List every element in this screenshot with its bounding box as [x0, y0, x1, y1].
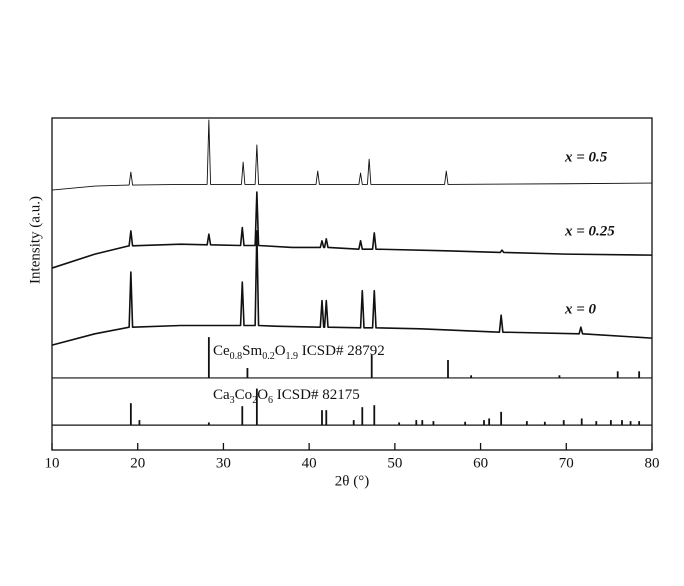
reference-label-part: 2 — [252, 395, 257, 406]
x-tick-label: 60 — [473, 455, 488, 471]
plot-frame — [51, 117, 653, 451]
x-tick-label: 20 — [130, 455, 145, 471]
reference-label-part: Ce — [213, 343, 230, 359]
x-tick-label: 30 — [216, 455, 231, 471]
reference-label-part: ICSD# 28792 — [298, 343, 385, 359]
x-tick-label: 80 — [645, 455, 660, 471]
reference-label-part: 0.8 — [230, 351, 243, 362]
reference-label-part: 0.2 — [262, 351, 275, 362]
reference-label-part: 6 — [268, 395, 273, 406]
reference-label-part: O — [275, 343, 286, 359]
y-axis-label: Intensity (a.u.) — [27, 196, 43, 284]
x-axis-label: 2θ (°) — [335, 473, 369, 489]
reference-label-part: 3 — [230, 395, 235, 406]
series-label: x = 0.25 — [564, 223, 615, 239]
reference-label-part: Sm — [242, 343, 262, 359]
reference-label: Ca3Co2O6 ICSD# 82175 — [213, 387, 360, 406]
reference-label: Ce0.8Sm0.2O1.9 ICSD# 28792 — [213, 343, 385, 362]
xrd-trace — [51, 191, 653, 269]
x-tick-label: 40 — [302, 455, 317, 471]
x-tick-label: 50 — [387, 455, 402, 471]
xrd-trace — [51, 230, 653, 346]
series-label: x = 0.5 — [564, 149, 608, 165]
x-tick-label: 10 — [45, 455, 60, 471]
series-label: x = 0 — [564, 301, 597, 317]
reference-label-part: Co — [235, 387, 253, 403]
reference-label-part: O — [257, 387, 268, 403]
x-tick-label: 70 — [559, 455, 574, 471]
xrd-trace — [51, 119, 653, 191]
reference-label-part: Ca — [213, 387, 230, 403]
reference-label-part: 1.9 — [286, 351, 299, 362]
reference-label-part: ICSD# 82175 — [273, 387, 360, 403]
